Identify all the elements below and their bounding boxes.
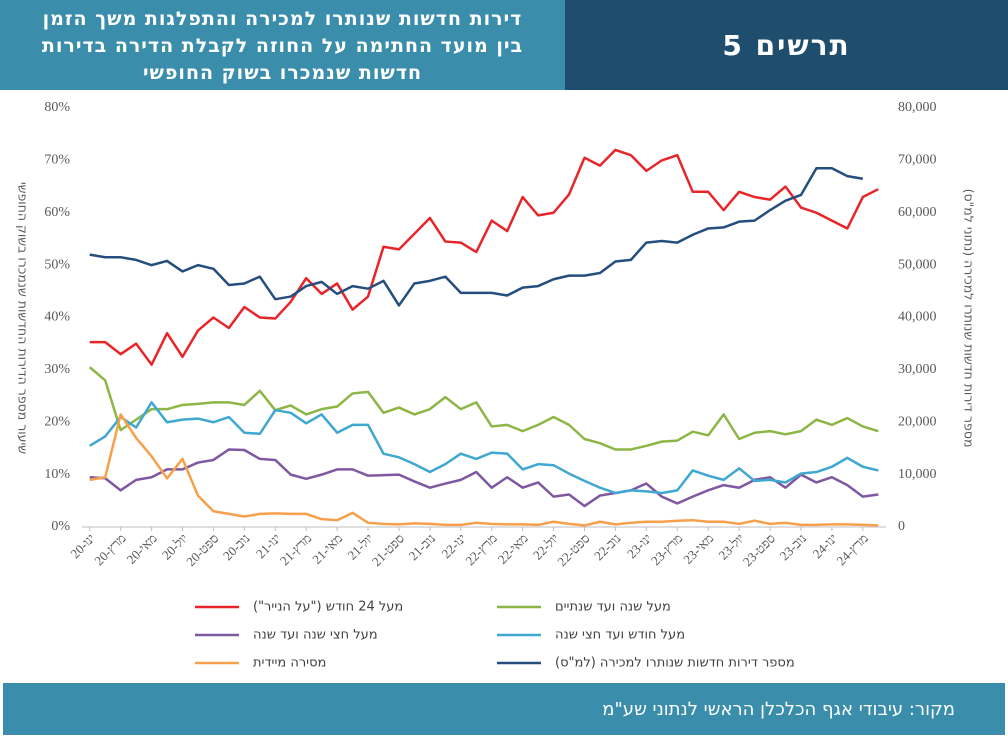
y-tick-label: 70% bbox=[44, 153, 70, 168]
data-line bbox=[89, 401, 879, 495]
y-tick-label: 40% bbox=[44, 310, 70, 325]
x-tick-label: מרץ-24 bbox=[833, 530, 871, 568]
y2-tick-label: 20,000 bbox=[898, 414, 937, 429]
y-tick-label: 60% bbox=[44, 205, 70, 220]
y-tick-label: 0% bbox=[51, 519, 70, 534]
y-axis-title: שיעור מספר הדירות החדשות שנמכרו בשוק החו… bbox=[16, 182, 31, 454]
title-box: דירות חדשות שנותרו למכירה והתפלגות משך ה… bbox=[0, 0, 565, 90]
data-line bbox=[88, 366, 879, 451]
y2-tick-label: 70,000 bbox=[898, 153, 937, 168]
legend-label: מספר דירות חדשות שנותרו למכירה (למ"ס) bbox=[555, 656, 795, 671]
source-note: מקור: עיבודי אגף הכלכלן הראשי לנתוני שע"… bbox=[3, 683, 1005, 735]
x-tick-label: נוב-22 bbox=[591, 531, 624, 564]
y-tick-label: 80% bbox=[44, 100, 70, 115]
y2-tick-label: 0 bbox=[898, 519, 905, 534]
x-tick-label: מאי-20 bbox=[124, 530, 160, 566]
figure-label: תרשים 5 bbox=[565, 0, 1008, 90]
x-tick-label: ספט-23 bbox=[740, 531, 778, 569]
x-tick-label: מרץ-20 bbox=[91, 530, 129, 568]
legend-label: מעל 24 חודש ("על הנייר") bbox=[253, 600, 403, 615]
data-line bbox=[89, 448, 879, 508]
x-tick-label: מרץ-21 bbox=[277, 530, 315, 568]
y2-tick-label: 60,000 bbox=[898, 205, 937, 220]
y2-axis-title: מספר דירות חדשות שנותרו למכירה (נתוני למ… bbox=[962, 189, 977, 448]
chart: 0% 10% 20% 30% 40% 50% 60% 70% 80% 0 10,000 20,000 3… bbox=[16, 100, 977, 671]
y-tick-label: 50% bbox=[44, 257, 70, 272]
chart-title: חדשות שנמכרו בשוק החופשי bbox=[142, 62, 423, 84]
y-tick-label: 10% bbox=[44, 467, 70, 482]
legend-label: מסירה מיידית bbox=[253, 656, 326, 671]
chart-title: בין מועד החתימה על החוזה לקבלת הדירה בדי… bbox=[41, 35, 524, 57]
legend-label: מעל חודש ועד חצי שנה bbox=[555, 628, 685, 643]
x-tick-label: מאי-22 bbox=[495, 530, 531, 566]
x-tick-label: מאי-23 bbox=[680, 530, 716, 566]
data-line bbox=[89, 166, 864, 307]
x-tick-label: נוב-20 bbox=[220, 531, 253, 564]
data-line bbox=[89, 413, 879, 527]
legend-label: מעל שנה ועד שנתיים bbox=[555, 600, 671, 615]
y2-tick-label: 80,000 bbox=[898, 100, 937, 115]
y2-tick-label: 40,000 bbox=[898, 310, 937, 325]
chart-title: דירות חדשות שנותרו למכירה והתפלגות משך ה… bbox=[42, 8, 523, 30]
x-tick-label: מרץ-23 bbox=[648, 530, 686, 568]
y-tick-label: 20% bbox=[44, 414, 70, 429]
x-tick-label: ספט-21 bbox=[369, 531, 407, 569]
y2-tick-label: 10,000 bbox=[898, 467, 937, 482]
x-tick-label: ספט-22 bbox=[554, 531, 592, 569]
data-line bbox=[89, 148, 879, 366]
x-tick-label: נוב-23 bbox=[777, 531, 810, 564]
legend-label: מעל חצי שנה ועד שנה bbox=[253, 628, 378, 643]
y-tick-label: 30% bbox=[44, 362, 70, 377]
y2-tick-label: 50,000 bbox=[898, 257, 937, 272]
x-tick-label: מרץ-22 bbox=[462, 530, 500, 568]
x-tick-label: ספט-20 bbox=[183, 531, 221, 569]
y2-tick-label: 30,000 bbox=[898, 362, 937, 377]
x-tick-label: נוב-21 bbox=[405, 531, 438, 564]
x-tick-label: מאי-21 bbox=[309, 530, 345, 566]
